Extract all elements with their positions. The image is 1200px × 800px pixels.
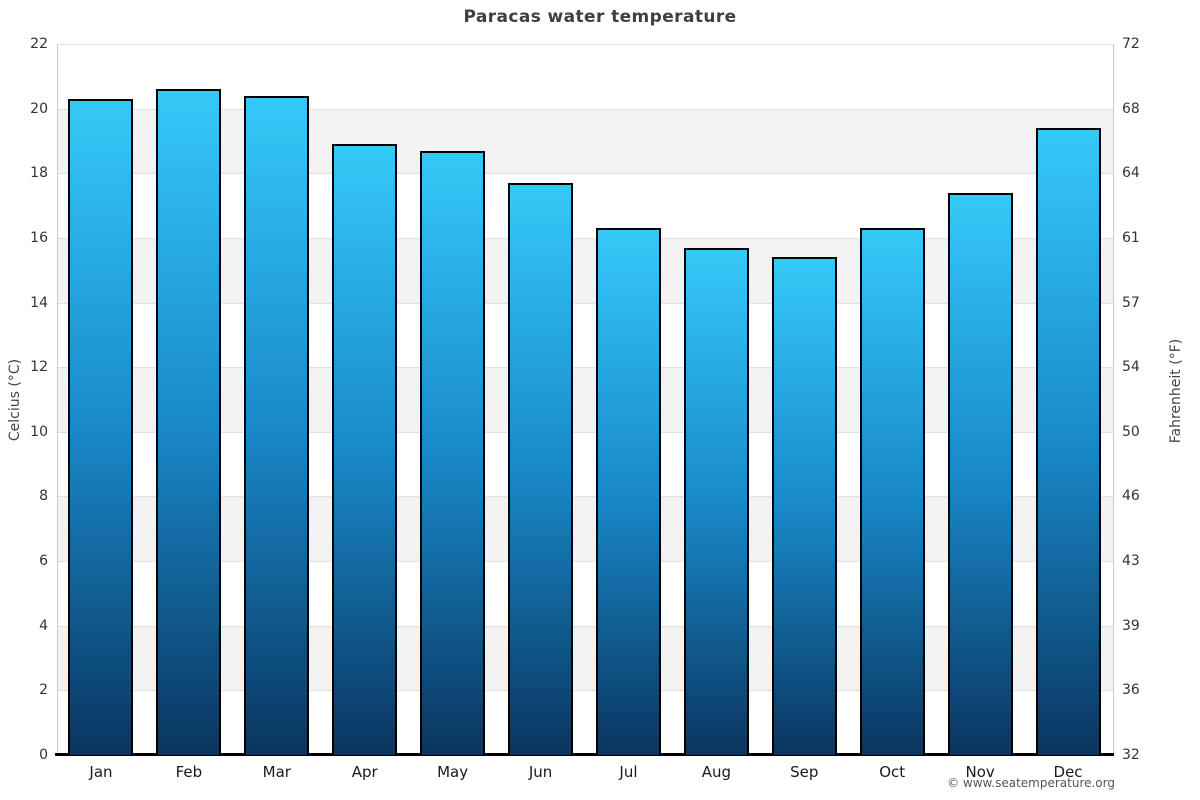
x-tick-label-mar: Mar (262, 763, 291, 781)
y-axis-right-title: Fahrenheit (°F) (1168, 338, 1184, 444)
plot-area (57, 44, 1114, 755)
y-tick-label-fahrenheit: 32 (1122, 747, 1140, 763)
y-tick-label-celsius: 16 (30, 229, 48, 246)
y-tick-label-fahrenheit: 39 (1122, 617, 1140, 634)
y-tick-label-fahrenheit: 61 (1122, 229, 1140, 246)
x-tick-label-jul: Jul (619, 763, 638, 781)
y-tick-label-fahrenheit: 64 (1122, 165, 1140, 182)
footer-credit: © www.seatemperature.org (947, 776, 1115, 790)
y-tick-label-fahrenheit: 72 (1122, 36, 1140, 52)
gridline (58, 44, 1113, 45)
y-tick-label-fahrenheit: 43 (1122, 553, 1140, 570)
gridline (58, 625, 1113, 627)
y-tick-label-celsius: 6 (39, 553, 48, 570)
gridline (58, 496, 1113, 498)
bar-oct (859, 228, 925, 755)
y-tick-label-celsius: 10 (30, 423, 48, 440)
y-tick-label-fahrenheit: 36 (1122, 682, 1140, 699)
chart-title: Paracas water temperature (463, 7, 737, 27)
grid-band (58, 108, 1113, 174)
x-tick-label-dec: Dec (1053, 763, 1083, 781)
x-tick-label-aug: Aug (701, 763, 731, 781)
gridline (58, 431, 1113, 433)
bar-mar (244, 95, 310, 755)
gridline (58, 302, 1113, 304)
y-tick-label-fahrenheit: 57 (1122, 294, 1140, 311)
y-tick-label-celsius: 18 (30, 165, 48, 182)
y-tick-label-fahrenheit: 46 (1122, 488, 1140, 505)
grid-band (58, 367, 1113, 432)
gridline (58, 108, 1113, 110)
y-tick-label-celsius: 14 (30, 294, 48, 311)
gridline (58, 173, 1113, 175)
gridline (58, 561, 1113, 563)
y-axis-left-title: Celcius (°C) (7, 358, 23, 442)
y-tick-label-celsius: 8 (39, 488, 48, 505)
bar-feb (156, 89, 222, 755)
x-tick-label-sep: Sep (790, 763, 819, 781)
grid-band (58, 237, 1113, 303)
gridline (58, 237, 1113, 239)
y-tick-label-celsius: 4 (39, 617, 48, 634)
bar-jul (595, 228, 661, 755)
x-tick-label-nov: Nov (965, 763, 995, 781)
x-tick-label-oct: Oct (879, 763, 906, 781)
bar-may (420, 150, 486, 755)
bar-jun (508, 182, 574, 755)
gridline (58, 367, 1113, 369)
x-tick-label-jan: Jan (89, 763, 113, 781)
y-tick-label-celsius: 20 (30, 100, 48, 117)
x-tick-label-jun: Jun (528, 763, 553, 781)
y-tick-label-fahrenheit: 50 (1122, 423, 1140, 440)
y-tick-label-celsius: 0 (39, 747, 48, 763)
grid-band (58, 625, 1113, 691)
bar-jan (68, 98, 134, 755)
bar-apr (332, 144, 398, 755)
x-tick-label-feb: Feb (175, 763, 203, 781)
gridline (58, 690, 1113, 692)
y-tick-label-celsius: 22 (30, 36, 48, 52)
bar-dec (1035, 128, 1101, 755)
x-axis-line (55, 753, 1114, 756)
y-tick-label-celsius: 12 (30, 359, 48, 376)
x-tick-label-apr: Apr (351, 763, 378, 781)
y-tick-label-celsius: 2 (39, 682, 48, 699)
bar-aug (683, 247, 749, 755)
y-tick-label-fahrenheit: 54 (1122, 359, 1140, 376)
y-tick-label-fahrenheit: 68 (1122, 100, 1140, 117)
bar-sep (771, 257, 837, 755)
grid-band (58, 496, 1113, 562)
x-tick-label-may: May (437, 763, 469, 781)
bar-nov (947, 192, 1013, 755)
